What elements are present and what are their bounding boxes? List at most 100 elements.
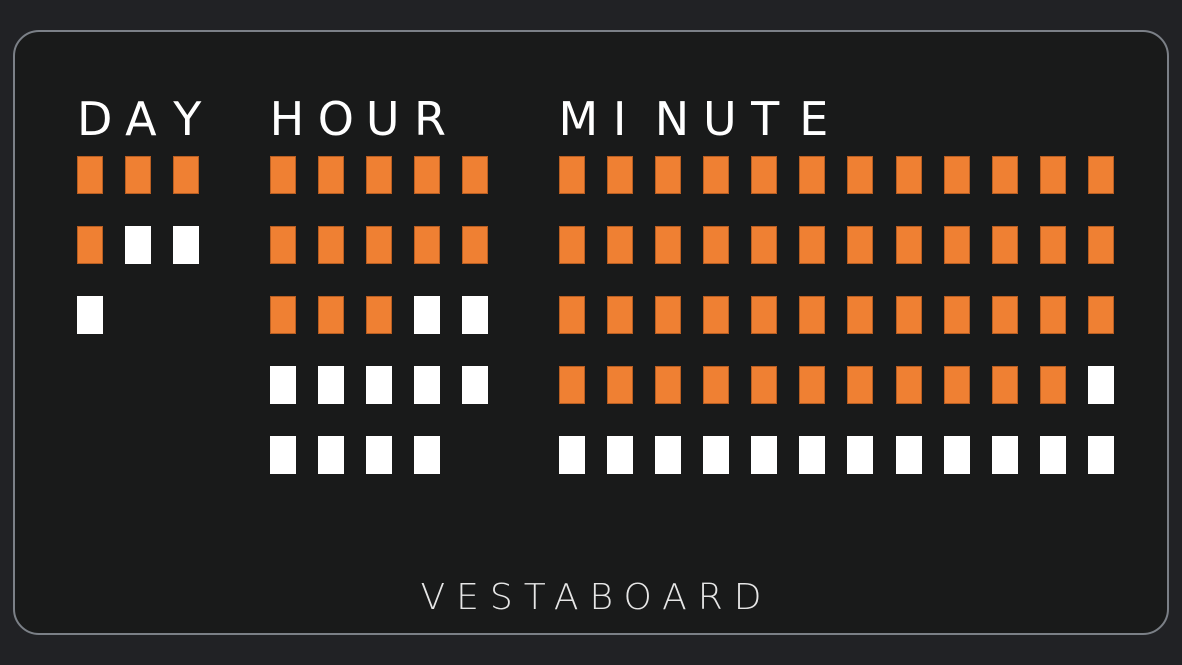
bit-cell-orange (751, 366, 778, 404)
label-letter: O (317, 92, 354, 146)
label-letter: U (702, 92, 737, 146)
bit-cell-orange (943, 366, 970, 404)
label-letter: D (77, 92, 113, 146)
bit-cell-orange (462, 226, 489, 264)
bit-cell-white (1088, 366, 1115, 404)
bit-cell-white (1040, 436, 1066, 474)
bit-cell-orange (558, 226, 585, 264)
bit-cell-orange (317, 156, 344, 194)
bit-cell-orange (991, 226, 1018, 264)
label-letter: T (751, 92, 780, 146)
bit-cell-orange (269, 226, 296, 264)
bit-cell-orange (991, 156, 1018, 194)
bit-cell-white (125, 226, 152, 264)
bit-cell-orange (702, 226, 729, 264)
bit-cell-orange (317, 226, 344, 264)
bit-cell-orange (1040, 156, 1066, 194)
bit-cell-white (751, 436, 778, 474)
bit-cell-white (1088, 436, 1115, 474)
bit-cell-white (606, 436, 633, 474)
label-letter: E (799, 92, 829, 146)
bit-cell-white (991, 436, 1018, 474)
bit-cell-white (269, 366, 296, 404)
bit-cell-white (414, 296, 441, 334)
bit-cell-orange (414, 226, 441, 264)
bit-cell-orange (173, 156, 200, 194)
bit-cell-orange (943, 226, 970, 264)
bit-cell-orange (1040, 296, 1066, 334)
bit-cell-orange (365, 226, 392, 264)
label-letter: H (269, 92, 305, 146)
bit-cell-orange (365, 296, 392, 334)
bit-cell-orange (1088, 156, 1115, 194)
bit-cell-white (943, 436, 970, 474)
bit-cell-orange (991, 366, 1018, 404)
label-letter: N (654, 92, 690, 146)
bit-cell-orange (847, 366, 874, 404)
vestaboard-logo: VESTABOARD (420, 577, 773, 618)
bit-cell-orange (943, 296, 970, 334)
bit-cell-white (414, 436, 441, 474)
bit-cell-orange (943, 156, 970, 194)
bit-cell-white (173, 226, 200, 264)
bit-cell-orange (125, 156, 152, 194)
bit-cell-orange (558, 366, 585, 404)
bit-cell-orange (895, 156, 922, 194)
bit-cell-orange (799, 366, 826, 404)
bit-cell-orange (751, 226, 778, 264)
label-letter: U (365, 92, 400, 146)
bit-cell-white (895, 436, 922, 474)
bit-cell-white (462, 366, 489, 404)
bit-cell-white (269, 436, 296, 474)
bit-cell-orange (317, 296, 344, 334)
label-letter: A (125, 92, 157, 146)
bit-cell-white (462, 296, 489, 334)
bit-cell-orange (558, 156, 585, 194)
bit-cell-orange (847, 156, 874, 194)
bit-cell-white (77, 296, 103, 334)
bit-cell-white (317, 366, 344, 404)
bit-cell-white (799, 436, 826, 474)
bit-cell-orange (654, 296, 681, 334)
bit-cell-white (558, 436, 585, 474)
label-letter: R (414, 92, 447, 146)
bit-cell-orange (654, 226, 681, 264)
bit-cell-orange (1040, 226, 1066, 264)
label-letter: Y (173, 92, 202, 146)
bit-cell-orange (365, 156, 392, 194)
bit-cell-white (317, 436, 344, 474)
label-letter: M (558, 92, 599, 146)
bit-cell-white (414, 366, 441, 404)
bit-cell-white (365, 366, 392, 404)
bit-cell-white (365, 436, 392, 474)
bit-cell-white (702, 436, 729, 474)
bit-cell-orange (1088, 226, 1115, 264)
bit-cell-orange (77, 156, 103, 194)
bit-cell-orange (702, 366, 729, 404)
bit-cell-orange (606, 366, 633, 404)
bit-cell-orange (606, 296, 633, 334)
bit-cell-orange (847, 226, 874, 264)
bit-cell-orange (895, 366, 922, 404)
bit-cell-orange (799, 156, 826, 194)
bit-cell-orange (77, 226, 103, 264)
bit-cell-white (847, 436, 874, 474)
bit-cell-orange (799, 296, 826, 334)
bit-cell-white (654, 436, 681, 474)
bit-cell-orange (895, 226, 922, 264)
bit-cell-orange (462, 156, 489, 194)
bit-cell-orange (1088, 296, 1115, 334)
bit-cell-orange (799, 226, 826, 264)
bit-cell-orange (702, 156, 729, 194)
bit-cell-orange (414, 156, 441, 194)
bit-cell-orange (847, 296, 874, 334)
bit-cell-orange (751, 296, 778, 334)
bit-cell-orange (269, 156, 296, 194)
bit-cell-orange (751, 156, 778, 194)
bit-cell-orange (895, 296, 922, 334)
bit-cell-orange (606, 156, 633, 194)
bit-cell-orange (702, 296, 729, 334)
bit-cell-orange (558, 296, 585, 334)
bit-cell-orange (269, 296, 296, 334)
